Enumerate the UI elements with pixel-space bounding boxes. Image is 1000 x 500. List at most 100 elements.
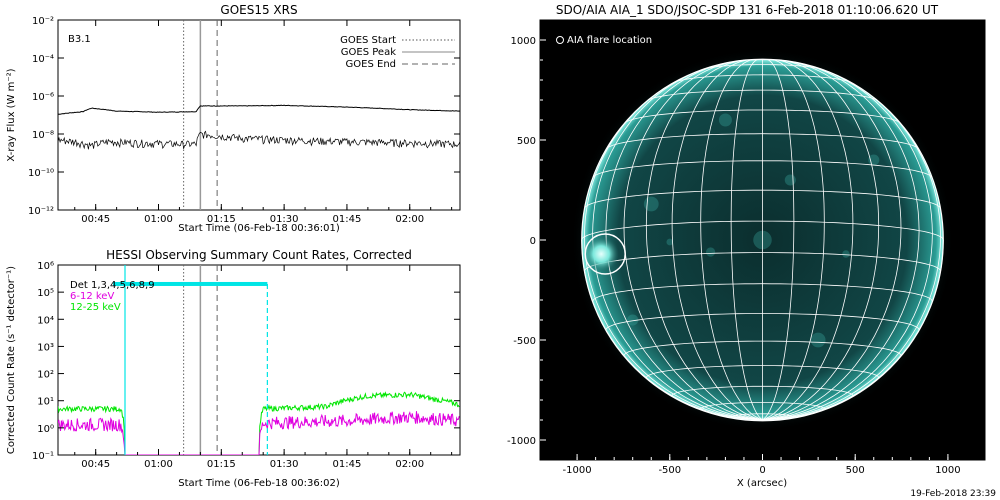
hessi-ytick-label: 10⁻¹ — [32, 451, 54, 462]
hessi-title: HESSI Observing Summary Count Rates, Cor… — [106, 248, 412, 262]
aia-image — [570, 48, 955, 432]
aia-xlabel: X (arcsec) — [737, 478, 787, 489]
hessi-xtick-label: 01:00 — [144, 459, 173, 470]
goes-ytick-label: 10⁻¹⁰ — [28, 168, 54, 179]
hessi-series-12-25-kev — [58, 391, 460, 455]
grid-longitude-line — [762, 66, 933, 421]
goes-legend-start: GOES Start — [340, 35, 396, 46]
goes-legend-peak: GOES Peak — [341, 47, 396, 58]
aia-legend-symbol — [556, 36, 564, 44]
goes-title: GOES15 XRS — [220, 3, 297, 17]
grid-longitude-line — [762, 61, 920, 421]
goes-ytick-label: 10⁻⁸ — [32, 130, 54, 141]
hessi-ytick-label: 10³ — [37, 342, 54, 353]
disk-bright-patch — [705, 247, 716, 257]
grid-longitude-line — [584, 87, 763, 421]
aia-ytick-label: -1000 — [507, 436, 536, 447]
hessi-attenuator-bar — [113, 281, 268, 286]
goes-ylabel: X-ray Flux (W m⁻²) — [6, 68, 17, 161]
goes-xlabel: Start Time (06-Feb-18 00:36:01) — [178, 223, 340, 234]
hessi-ytick-label: 10⁶ — [37, 261, 54, 272]
grid-longitude-line — [762, 59, 795, 421]
goes-ytick-label: 10⁻⁴ — [32, 54, 54, 65]
goes-xtick-label: 01:00 — [144, 214, 173, 225]
aia-ytick-label: 500 — [517, 136, 536, 147]
hessi-legend-det: Det 1,3,4,5,6,8,9 — [70, 280, 155, 291]
disk-bright-patch — [842, 250, 850, 258]
hessi-xtick-label: 01:45 — [333, 459, 362, 470]
aia-title: SDO/AIA AIA_1 SDO/JSOC-SDP 131 6-Feb-201… — [556, 3, 939, 17]
aia-xtick-label: -500 — [658, 465, 681, 476]
goes-xtick-label: 01:30 — [270, 214, 299, 225]
goes-ytick-label: 10⁻⁶ — [32, 92, 54, 103]
aia-footer: 19-Feb-2018 23:39 — [910, 489, 996, 499]
disk-bright-patch — [718, 113, 732, 127]
grid-longitude-line — [645, 59, 763, 421]
goes-legend-end: GOES End — [346, 59, 396, 70]
goes-ytick-label: 10⁻² — [32, 16, 54, 27]
aia-ytick-label: 0 — [530, 236, 536, 247]
grid-longitude-line — [762, 59, 825, 421]
goes-plot-frame — [57, 19, 461, 211]
hessi-ytick-label: 10² — [37, 370, 54, 381]
hessi-legend-6-12: 6-12 keV — [70, 291, 114, 302]
solar-limb — [581, 58, 944, 422]
hessi-xtick-label: 01:30 — [270, 459, 299, 470]
goes-xtick-label: 02:00 — [395, 214, 424, 225]
disk-bright-patch — [643, 196, 659, 212]
grid-longitude-line — [671, 59, 763, 421]
grid-longitude-line — [762, 61, 902, 421]
disk-bright-patch — [868, 154, 880, 166]
goes-panel: GOES15 XRS B3.1 GOES Start GOES Peak GOE… — [6, 3, 461, 234]
hessi-ylabel: Corrected Count Rate (s⁻¹ detector⁻¹) — [6, 266, 17, 454]
goes-xtick-label: 01:15 — [207, 214, 236, 225]
flare-location-circle — [584, 233, 626, 275]
grid-longitude-line — [700, 59, 763, 421]
grid-longitude-line — [762, 59, 854, 421]
aia-ytick-label: 1000 — [511, 36, 536, 47]
goes-xtick-label: 00:45 — [81, 214, 110, 225]
grid-longitude-line — [730, 59, 763, 421]
goes-event-markers — [183, 20, 218, 210]
goes-ytick-label: 10⁻¹² — [28, 206, 54, 217]
aia-ytick-label: -500 — [513, 336, 536, 347]
hessi-ytick-label: 10¹ — [37, 397, 54, 408]
hessi-legend-12-25: 12-25 keV — [70, 302, 121, 313]
hessi-panel: HESSI Observing Summary Count Rates, Cor… — [6, 248, 461, 489]
goes-series-long — [58, 104, 460, 115]
hessi-series-group — [58, 265, 460, 455]
hessi-legend: Det 1,3,4,5,6,8,9 6-12 keV 12-25 keV — [70, 280, 155, 313]
grid-longitude-line — [762, 87, 941, 421]
hessi-series-6-12-kev — [58, 411, 460, 455]
goes-legend: GOES Start GOES Peak GOES End — [340, 35, 455, 70]
hessi-event-markers — [183, 265, 218, 455]
disk-bright-patch — [810, 332, 826, 348]
aia-axis-ticks: -1000 -500 0 500 1000 1000 500 0 -500 -1000 — [507, 36, 961, 476]
hessi-xtick-label: 01:15 — [207, 459, 236, 470]
aia-xtick-label: 500 — [846, 465, 865, 476]
goes-series-short — [58, 130, 460, 150]
hessi-xtick-label: 00:45 — [81, 459, 110, 470]
hessi-axis-ticks: 00:45 01:00 01:15 01:30 01:45 02:00 10⁻¹ 10⁰ 10¹… — [32, 261, 460, 470]
aia-legend-label: AIA flare location — [567, 35, 652, 46]
hessi-xlabel: Start Time (06-Feb-18 00:36:02) — [178, 478, 340, 489]
goes-class-label: B3.1 — [68, 34, 91, 45]
goes-xtick-label: 01:45 — [333, 214, 362, 225]
hessi-ytick-label: 10⁵ — [37, 288, 54, 299]
aia-xtick-label: 1000 — [935, 465, 960, 476]
aia-panel: SDO/AIA AIA_1 SDO/JSOC-SDP 131 6-Feb-201… — [507, 3, 996, 499]
grid-longitude-line — [762, 59, 880, 421]
aia-xtick-label: -1000 — [563, 465, 592, 476]
hessi-ytick-label: 10⁴ — [37, 315, 54, 326]
disk-bright-patch — [784, 174, 796, 186]
aia-xtick-label: 0 — [759, 465, 765, 476]
disk-bright-patch — [627, 314, 639, 326]
flare-brightening — [583, 236, 620, 272]
grid-longitude-line — [623, 61, 763, 421]
hessi-ytick-label: 10⁰ — [37, 424, 54, 435]
goes-axis-ticks: 00:45 01:00 01:15 01:30 01:45 02:00 10⁻¹² 10⁻¹⁰… — [28, 16, 460, 225]
hessi-xtick-label: 02:00 — [395, 459, 424, 470]
goes-series-group — [58, 104, 460, 150]
disk-bright-patch — [666, 238, 674, 246]
